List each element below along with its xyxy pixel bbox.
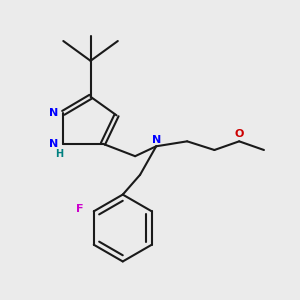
Text: N: N <box>49 108 58 118</box>
Text: O: O <box>235 129 244 139</box>
Text: N: N <box>49 139 58 149</box>
Text: F: F <box>76 204 84 214</box>
Text: N: N <box>152 135 161 145</box>
Text: H: H <box>56 149 64 159</box>
